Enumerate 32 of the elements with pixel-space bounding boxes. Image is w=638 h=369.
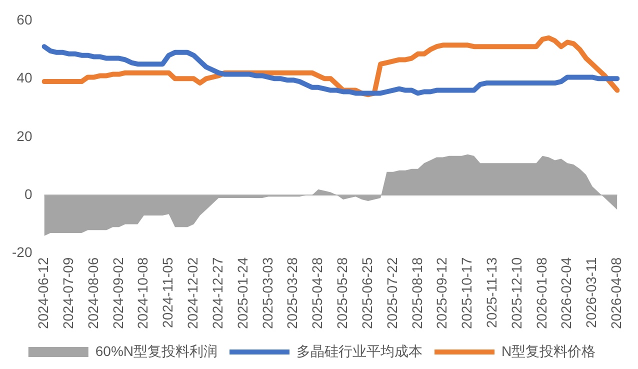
- legend-label: N型复投料价格: [502, 342, 596, 359]
- x-tick-label: 2026-02-04: [558, 257, 574, 330]
- x-tick-label: 2024-12-02: [184, 257, 201, 330]
- x-tick-label: 2025-09-12: [434, 257, 450, 330]
- x-tick-label: 2026-01-08: [533, 257, 550, 330]
- y-tick-label: 20: [16, 128, 32, 144]
- x-tick-label: 2024-12-27: [209, 257, 226, 330]
- x-tick-label: 2025-10-17: [458, 257, 475, 330]
- x-tick-label: 2025-12-10: [508, 257, 524, 330]
- x-tick-label: 2026-04-08: [608, 257, 624, 330]
- x-tick-label: 2024-09-02: [110, 257, 126, 330]
- x-tick-label: 2024-11-05: [160, 257, 176, 328]
- y-tick-label: -20: [12, 244, 32, 260]
- x-tick-label: 2025-03-03: [259, 257, 276, 330]
- x-tick-label: 2025-11-13: [484, 257, 500, 328]
- x-tick-label: 2025-03-28: [284, 257, 300, 330]
- x-tick-label: 2024-07-09: [60, 257, 76, 330]
- x-tick-label: 2024-08-06: [84, 257, 101, 330]
- legend-label: 多晶硅行业平均成本: [296, 342, 423, 359]
- x-tick-label: 2024-06-12: [35, 257, 52, 330]
- y-tick-label: 40: [16, 70, 32, 86]
- legend-label: 60%N型复投料利润: [95, 342, 218, 359]
- x-tick-label: 2025-05-28: [334, 257, 350, 330]
- x-tick-label: 2024-10-08: [134, 257, 151, 330]
- y-tick-label: 60: [16, 11, 32, 28]
- x-tick-label: 2025-08-18: [408, 257, 425, 330]
- x-tick-label: 2025-01-24: [234, 257, 250, 330]
- x-tick-label: 2025-07-22: [384, 257, 400, 330]
- x-tick-label: 2025-06-25: [358, 257, 375, 330]
- x-tick-label: 2025-04-28: [309, 257, 326, 330]
- y-tick-label: 0: [24, 186, 32, 202]
- x-tick-label: 2026-03-11: [583, 257, 600, 328]
